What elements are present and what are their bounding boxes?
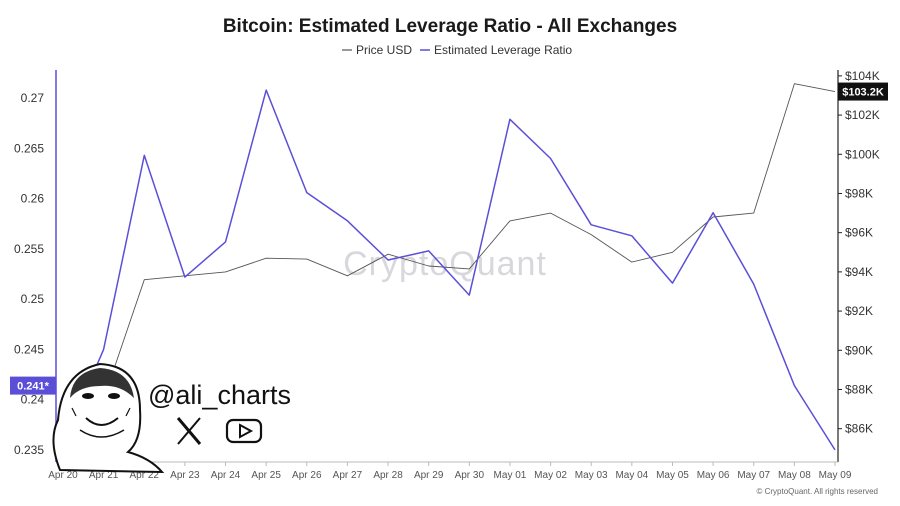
x-tick-label: May 01 <box>494 470 527 481</box>
x-tick-label: Apr 21 <box>89 470 119 481</box>
current-value-badges: 0.241* $103.2K <box>10 82 888 395</box>
x-tick-label: May 02 <box>534 470 567 481</box>
series-lines <box>62 83 836 451</box>
chart-title: Bitcoin: Estimated Leverage Ratio - All … <box>223 16 677 37</box>
x-tick-label: Apr 20 <box>48 470 78 481</box>
youtube-icon <box>225 418 263 444</box>
x-tick-label: Apr 25 <box>251 470 281 481</box>
x-tick-label: May 09 <box>819 470 852 481</box>
y-right-tick-label: $92K <box>845 304 873 318</box>
y-left-tick-label: 0.24 <box>21 393 45 407</box>
legend-label-leverage: Estimated Leverage Ratio <box>434 43 572 57</box>
y-right-tick-label: $96K <box>845 226 873 240</box>
x-tick-label: Apr 28 <box>373 470 403 481</box>
y-left-tick-label: 0.245 <box>14 342 44 356</box>
x-tick-label: Apr 22 <box>130 470 160 481</box>
x-tick-label: May 08 <box>778 470 811 481</box>
y-left-tick-label: 0.25 <box>21 292 45 306</box>
y-right-tick-label: $90K <box>845 343 873 357</box>
y-right-tick-label: $94K <box>845 265 873 279</box>
leverage-current-badge <box>10 376 56 395</box>
y-right-tick-label: $100K <box>845 147 880 161</box>
copyright: © CryptoQuant. All rights reserved <box>757 487 879 496</box>
x-tick-label: May 03 <box>575 470 608 481</box>
y-right-tick-label: $98K <box>845 186 873 200</box>
y-right-tick-label: $102K <box>845 108 880 122</box>
x-tick-label: Apr 24 <box>211 470 241 481</box>
cartoon-avatar <box>52 362 165 474</box>
x-tick-label: Apr 30 <box>455 470 485 481</box>
x-tick-label: May 07 <box>737 470 770 481</box>
y-left-tick-label: 0.26 <box>21 192 45 206</box>
x-tick-label: Apr 29 <box>414 470 444 481</box>
y-left-tick-label: 0.235 <box>14 443 44 457</box>
price-usd-line <box>62 83 836 449</box>
legend-label-price: Price USD <box>356 43 412 57</box>
price-current-badge <box>838 82 888 101</box>
y-left-tick-label: 0.255 <box>14 242 44 256</box>
y-left-tick-label: 0.27 <box>21 91 45 105</box>
x-tick-label: Apr 23 <box>170 470 200 481</box>
y-right-tick-label: $88K <box>845 382 873 396</box>
x-logo-icon <box>176 417 202 445</box>
y-right-tick-label: $104K <box>845 69 880 83</box>
handle-text: @ali_charts <box>148 380 291 410</box>
leverage-current-label: 0.241* <box>17 381 50 393</box>
legend: Price USD Estimated Leverage Ratio <box>342 43 572 57</box>
watermark: CryptoQuant <box>343 245 547 283</box>
axes: 0.235 0.24 0.245 0.25 0.255 0.26 0.265 0.27 $86K… <box>14 69 880 481</box>
x-tick-label: May 06 <box>697 470 730 481</box>
y-left-tick-label: 0.265 <box>14 141 44 155</box>
x-tick-label: May 04 <box>615 470 648 481</box>
x-tick-label: May 05 <box>656 470 689 481</box>
x-tick-label: Apr 27 <box>333 470 363 481</box>
x-tick-label: Apr 26 <box>292 470 322 481</box>
leverage-ratio-line <box>62 89 836 451</box>
price-current-label: $103.2K <box>842 87 884 99</box>
y-right-tick-label: $86K <box>845 422 873 436</box>
